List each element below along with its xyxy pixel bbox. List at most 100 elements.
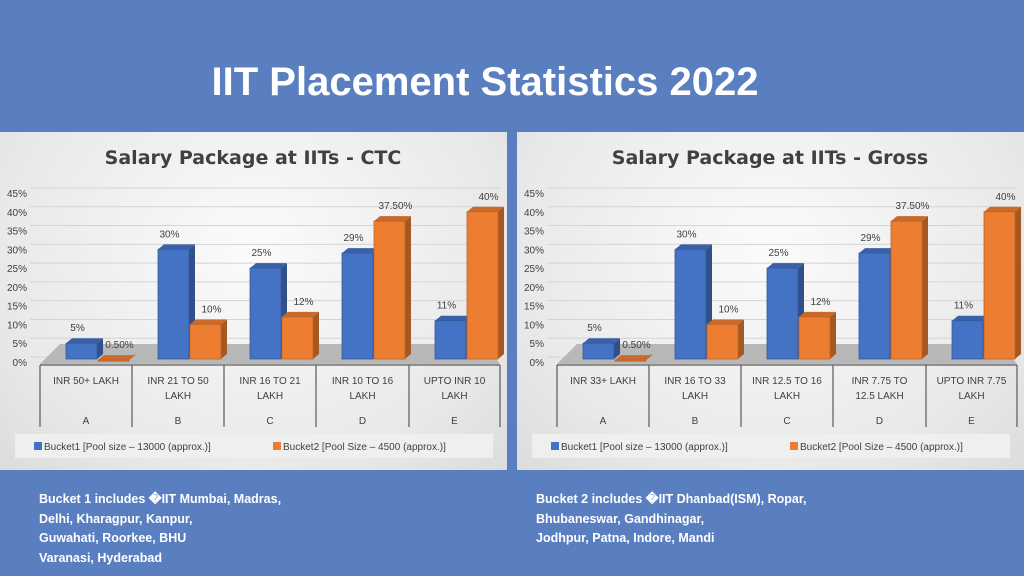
- data-label: 0.50%: [622, 340, 650, 351]
- y-tick-label: 45%: [7, 189, 27, 200]
- data-label: 12%: [810, 297, 830, 308]
- data-label: 30%: [159, 229, 179, 240]
- y-tick-label: 5%: [13, 339, 28, 350]
- bar-top: [891, 216, 928, 222]
- bar-side: [313, 311, 319, 359]
- category-label: LAKH: [958, 391, 984, 402]
- bar-side: [614, 338, 620, 359]
- bar-top: [158, 244, 195, 250]
- data-label: 40%: [478, 192, 498, 203]
- legend: [532, 434, 1010, 458]
- bar-bucket1: [341, 252, 374, 360]
- bar-bucket2: [890, 220, 923, 360]
- legend-swatch: [790, 442, 798, 450]
- category-label: INR 21 TO 50: [147, 376, 209, 387]
- y-tick-label: 20%: [524, 283, 544, 294]
- category-label: INR 33+ LAKH: [570, 376, 636, 387]
- category-label: LAKH: [441, 391, 467, 402]
- bucket1-note: Bucket 1 includes �IIT Mumbai, Madras, D…: [39, 490, 369, 568]
- y-tick-label: 20%: [7, 283, 27, 294]
- category-label: UPTO INR 10: [424, 376, 486, 387]
- group-label: E: [451, 416, 458, 427]
- data-label: 10%: [718, 304, 738, 315]
- category-label: LAKH: [257, 391, 283, 402]
- group-label: D: [359, 416, 366, 427]
- data-label: 29%: [860, 233, 880, 244]
- chart-title: Salary Package at IITs - CTC: [105, 147, 402, 169]
- group-label: A: [600, 416, 607, 427]
- y-tick-label: 0%: [530, 358, 545, 369]
- bar-bucket2: [798, 316, 831, 360]
- bar-bucket2: [189, 324, 222, 360]
- bar-side: [498, 206, 504, 359]
- ctc-chart: Salary Package at IITs - CTC 0% 5% 10% 15% 20…: [7, 147, 504, 458]
- bar-top: [859, 248, 896, 254]
- y-tick-label: 25%: [7, 264, 27, 275]
- y-tick-label: 30%: [7, 245, 27, 256]
- category-label: INR 16 TO 21: [239, 376, 301, 387]
- bar-top: [984, 206, 1021, 212]
- category-label: INR 10 TO 16: [332, 376, 394, 387]
- bar-bucket2: [983, 211, 1016, 360]
- bar-bucket2: [706, 324, 739, 360]
- category-label: INR 7.75 TO: [852, 376, 908, 387]
- gross-chart: Salary Package at IITs - Gross 0% 5% 10% 15%…: [524, 147, 1021, 458]
- bar-top: [282, 311, 319, 317]
- legend-label: Bucket2 [Pool Size – 4500 (approx.)]: [800, 442, 963, 453]
- y-tick-label: 40%: [524, 208, 544, 219]
- legend: [15, 434, 493, 458]
- y-tick-label: 10%: [7, 320, 27, 331]
- data-label: 29%: [343, 233, 363, 244]
- chart-title: Salary Package at IITs - Gross: [612, 147, 928, 169]
- bar-top: [374, 216, 411, 222]
- bar-top: [467, 206, 504, 212]
- bar-top: [767, 263, 804, 269]
- bar-side: [405, 216, 411, 359]
- bar-bucket2: [466, 211, 499, 360]
- gross-chart-panel: Salary Package at IITs - Gross 0% 5% 10% 15%…: [517, 132, 1024, 470]
- bar-top: [98, 355, 135, 361]
- group-label: B: [692, 416, 699, 427]
- bar-top: [583, 338, 620, 344]
- data-label: 40%: [995, 192, 1015, 203]
- data-label: 25%: [768, 248, 788, 259]
- note-line: Varanasi, Hyderabad: [39, 550, 162, 565]
- ctc-chart-panel: Salary Package at IITs - CTC 0% 5% 10% 15% 20…: [0, 132, 507, 470]
- group-label: E: [968, 416, 975, 427]
- data-label: 37.50%: [379, 201, 413, 212]
- category-label: INR 12.5 TO 16: [752, 376, 822, 387]
- bar-bucket1: [674, 248, 707, 360]
- legend-label: Bucket1 [Pool size – 13000 (approx.)]: [561, 442, 728, 453]
- bar-top: [66, 338, 103, 344]
- data-label: 25%: [251, 248, 271, 259]
- category-label: LAKH: [682, 391, 708, 402]
- bar-bucket2: [281, 316, 314, 360]
- note-line: Bucket 2 includes �IIT Dhanbad(ISM), Rop…: [536, 492, 807, 506]
- data-label: 5%: [587, 323, 602, 334]
- y-tick-label: 45%: [524, 189, 544, 200]
- category-label: UPTO INR 7.75: [937, 376, 1007, 387]
- legend-swatch: [34, 442, 42, 450]
- legend-swatch: [273, 442, 281, 450]
- bar-bucket1: [157, 248, 190, 360]
- legend-label: Bucket1 [Pool size – 13000 (approx.)]: [44, 442, 211, 453]
- bar-bucket1: [766, 267, 799, 360]
- legend-label: Bucket2 [Pool Size – 4500 (approx.)]: [283, 442, 446, 453]
- y-tick-label: 30%: [524, 245, 544, 256]
- bucket2-note: Bucket 2 includes �IIT Dhanbad(ISM), Rop…: [536, 490, 866, 549]
- data-label: 10%: [201, 304, 221, 315]
- group-label: B: [175, 416, 182, 427]
- note-line: Bucket 1 includes �IIT Mumbai, Madras,: [39, 492, 282, 506]
- bar-top: [707, 319, 744, 325]
- note-line: Delhi, Kharagpur, Kanpur,: [39, 511, 193, 526]
- y-tick-label: 40%: [7, 208, 27, 219]
- category-label: 12.5 LAKH: [855, 391, 903, 402]
- data-label: 37.50%: [896, 201, 930, 212]
- note-line: Jodhpur, Patna, Indore, Mandi: [536, 531, 715, 545]
- bar-side: [738, 319, 744, 359]
- bar-side: [97, 338, 103, 359]
- bar-top: [250, 263, 287, 269]
- data-label: 11%: [437, 301, 456, 312]
- y-tick-label: 5%: [530, 339, 545, 350]
- bar-side: [1015, 206, 1021, 359]
